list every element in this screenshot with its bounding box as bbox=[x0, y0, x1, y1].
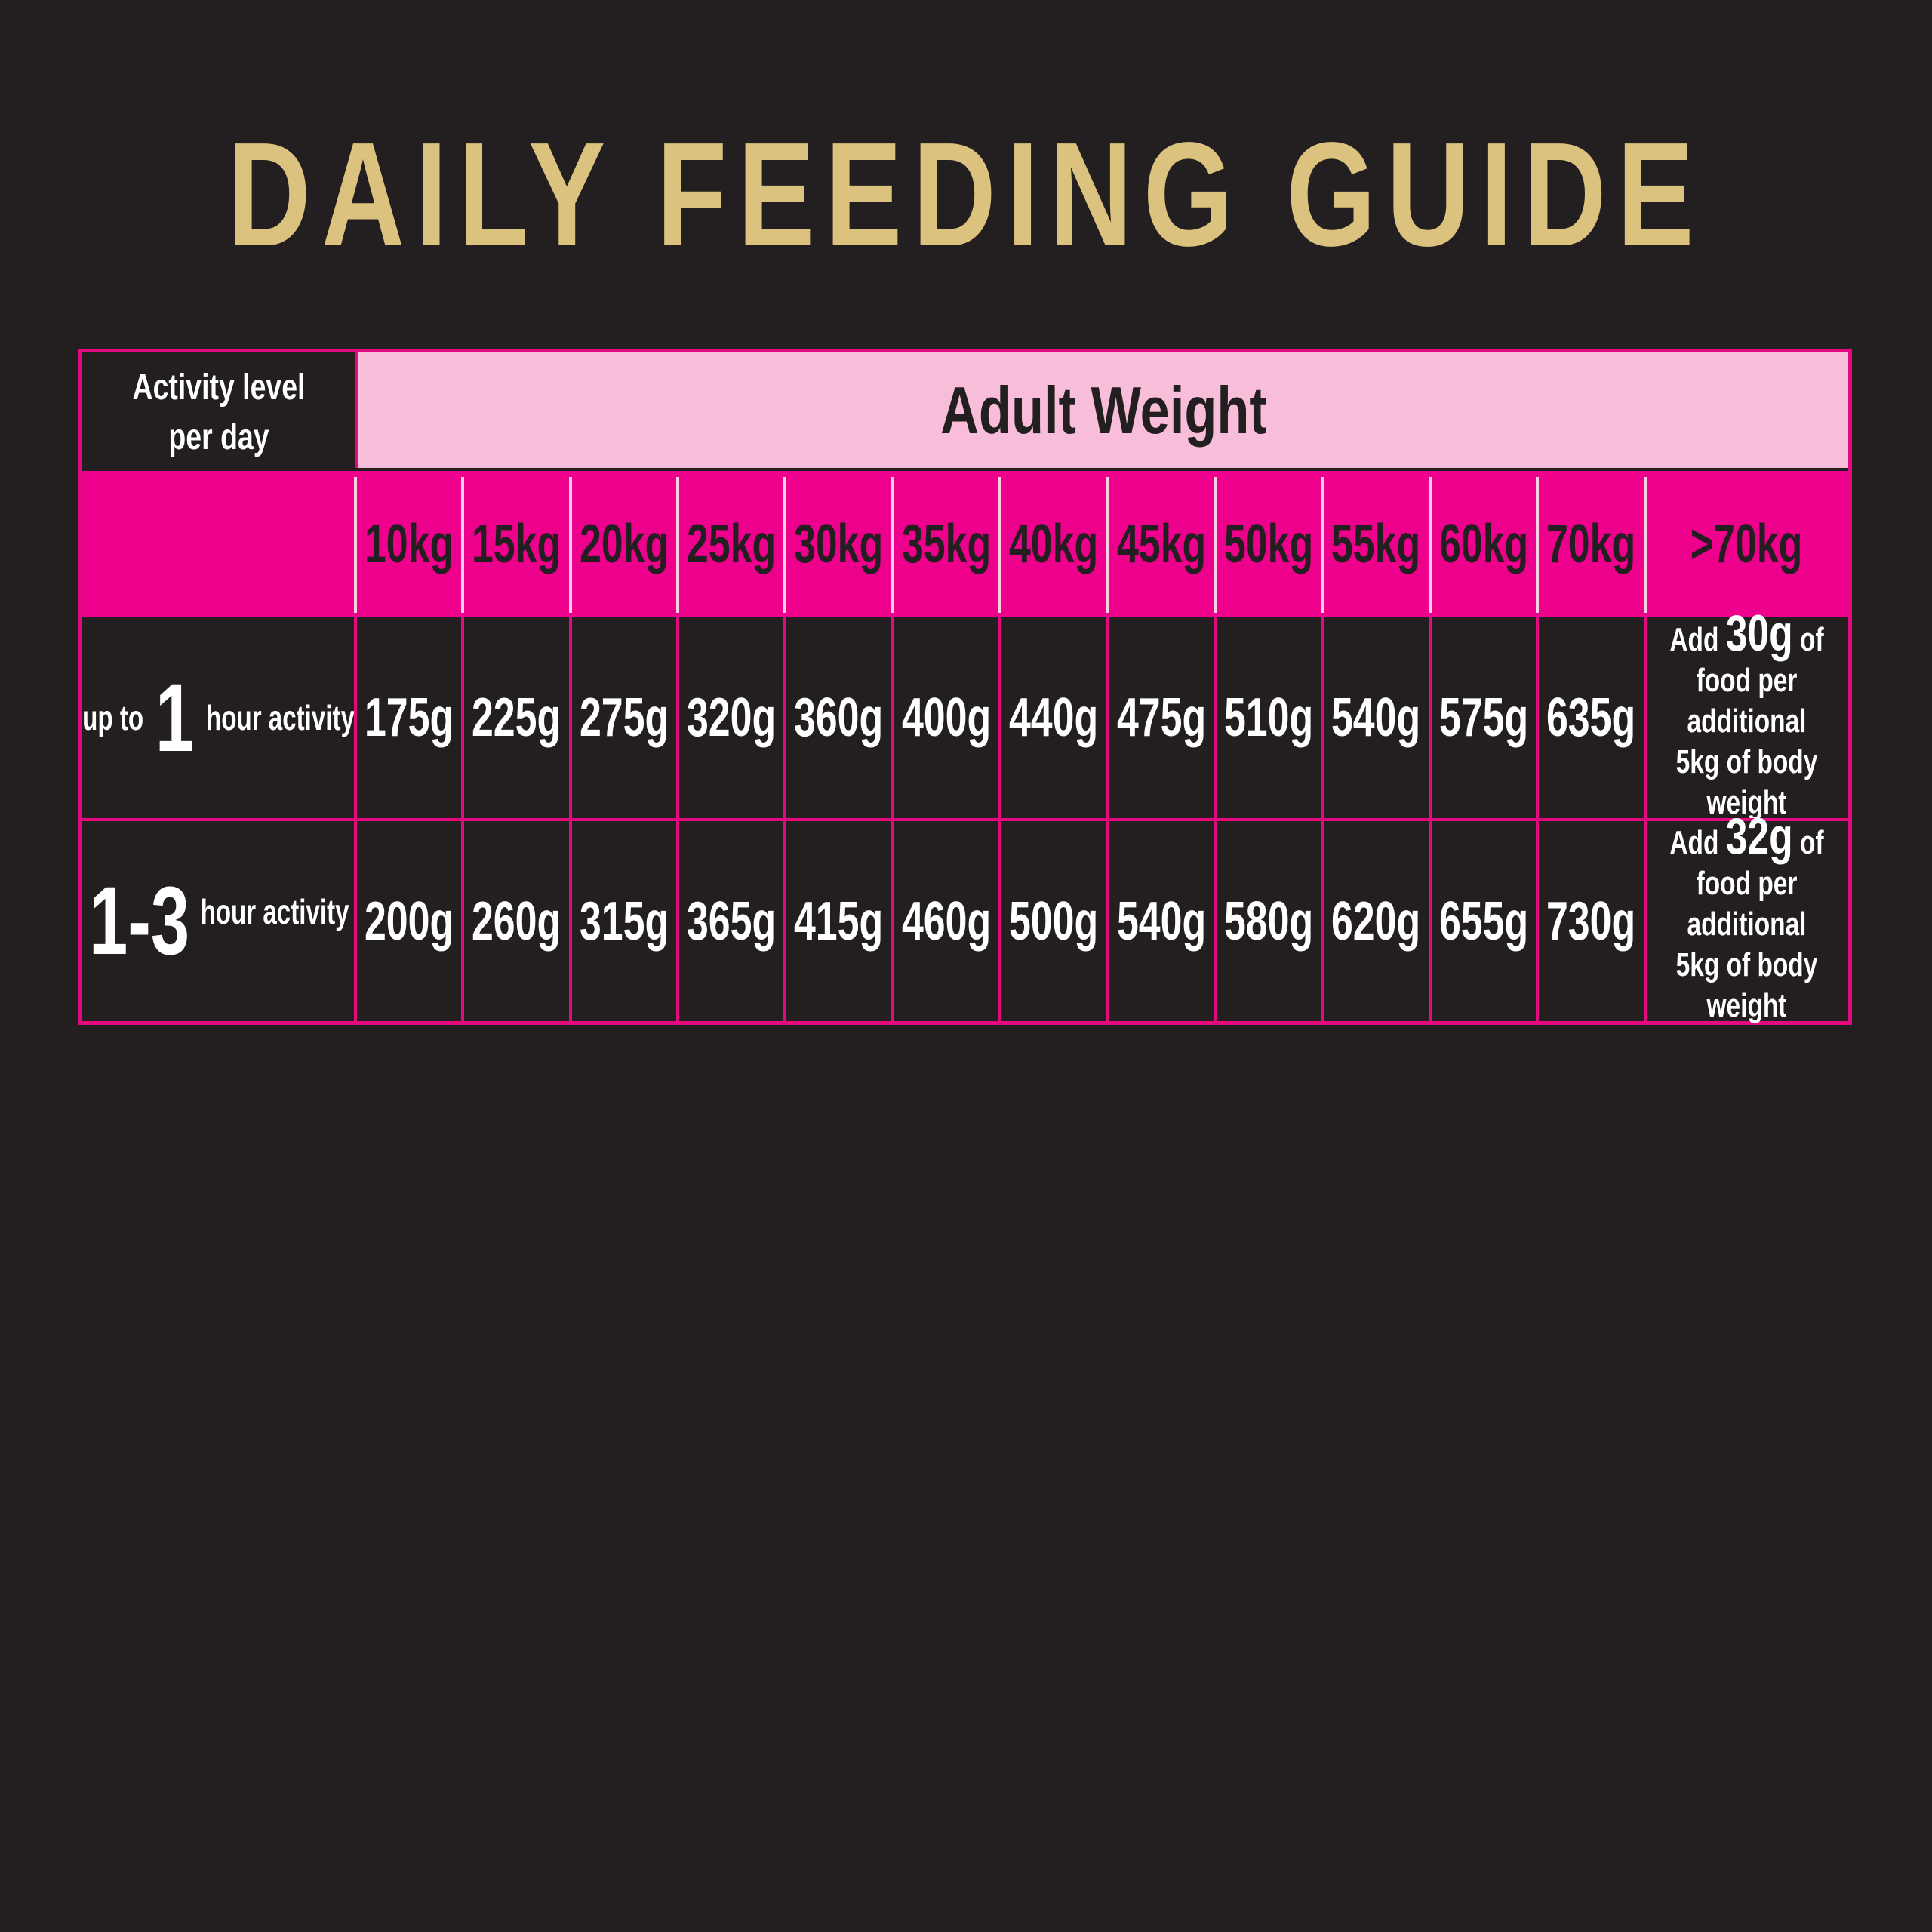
column-divider bbox=[461, 821, 464, 1021]
weight-30kg: 30kg bbox=[794, 513, 884, 574]
table-cell: 635g bbox=[1546, 688, 1636, 748]
table-cell: 225g bbox=[472, 688, 561, 748]
column-divider bbox=[1429, 821, 1432, 1021]
table-cell: 580g bbox=[1223, 891, 1314, 952]
table-cell: 360g bbox=[794, 688, 884, 748]
column-divider bbox=[891, 617, 894, 819]
column-divider bbox=[998, 617, 1001, 819]
weight-divider bbox=[461, 477, 464, 613]
column-divider bbox=[783, 821, 786, 1021]
row-divider bbox=[82, 818, 1848, 821]
weight-25kg: 25kg bbox=[686, 513, 777, 574]
column-divider bbox=[1321, 821, 1324, 1021]
table-cell: 315g bbox=[579, 891, 669, 952]
weight-over-70kg: >70kg bbox=[1690, 513, 1803, 574]
weight-55kg: 55kg bbox=[1331, 513, 1421, 574]
table-cell: 200g bbox=[364, 891, 454, 952]
table-cell: 540g bbox=[1331, 688, 1421, 748]
table-row-up-to-1-hour: up to 1 hour activity 175g 225g 275g 320… bbox=[82, 604, 1848, 821]
column-divider bbox=[1214, 821, 1217, 1021]
column-divider bbox=[1644, 821, 1647, 1021]
weight-divider bbox=[676, 477, 679, 613]
column-divider bbox=[676, 821, 679, 1021]
column-divider bbox=[1429, 617, 1432, 819]
adult-weight-header: Adult Weight bbox=[355, 352, 1848, 468]
weight-divider bbox=[1321, 477, 1324, 613]
column-divider bbox=[1106, 617, 1109, 819]
page-title: DAILY FEEDING GUIDE bbox=[227, 112, 1705, 277]
weight-divider bbox=[1536, 477, 1539, 613]
weight-divider bbox=[1429, 477, 1432, 613]
table-cell: 175g bbox=[364, 688, 454, 748]
additional-weight-note: Add 32g of food per additional 5kg of bo… bbox=[1669, 808, 1824, 1024]
activity-label: 1-3 hour activity bbox=[88, 867, 349, 975]
weight-70kg: 70kg bbox=[1546, 513, 1636, 574]
weight-divider bbox=[569, 477, 572, 613]
table-cell: 320g bbox=[686, 688, 777, 748]
weight-header-row: 10kg 15kg 20kg 25kg 30kg 35kg 40kg 45kg … bbox=[82, 471, 1848, 617]
adult-weight-label: Adult Weight bbox=[940, 372, 1267, 448]
weight-10kg: 10kg bbox=[364, 513, 454, 574]
weight-20kg: 20kg bbox=[579, 513, 669, 574]
column-divider bbox=[1644, 617, 1647, 819]
table-cell: 260g bbox=[472, 891, 561, 952]
column-divider bbox=[1106, 821, 1109, 1021]
weight-divider bbox=[1644, 477, 1647, 613]
table-cell: 620g bbox=[1331, 891, 1421, 952]
column-divider bbox=[676, 617, 679, 819]
column-divider bbox=[569, 617, 572, 819]
weight-15kg: 15kg bbox=[472, 513, 561, 574]
table-cell: 415g bbox=[794, 891, 884, 952]
table-cell: 500g bbox=[1009, 891, 1099, 952]
column-divider bbox=[354, 821, 357, 1021]
table-cell: 400g bbox=[901, 688, 992, 748]
weight-divider bbox=[1214, 477, 1217, 613]
additional-weight-note: Add 30g of food per additional 5kg of bo… bbox=[1669, 604, 1824, 821]
activity-label: up to 1 hour activity bbox=[82, 663, 355, 772]
table-cell: 475g bbox=[1116, 688, 1207, 748]
column-divider bbox=[1536, 617, 1539, 819]
column-divider bbox=[1321, 617, 1324, 819]
column-divider bbox=[1214, 617, 1217, 819]
table-cell: 440g bbox=[1009, 688, 1099, 748]
table-cell: 275g bbox=[579, 688, 669, 748]
column-divider bbox=[461, 617, 464, 819]
column-divider bbox=[891, 821, 894, 1021]
weight-50kg: 50kg bbox=[1223, 513, 1314, 574]
column-divider bbox=[1536, 821, 1539, 1021]
table-cell: 365g bbox=[686, 891, 777, 952]
weight-45kg: 45kg bbox=[1116, 513, 1207, 574]
weight-35kg: 35kg bbox=[901, 513, 992, 574]
weight-divider bbox=[783, 477, 786, 613]
table-cell: 575g bbox=[1438, 688, 1529, 748]
feeding-table: Activity level per day Adult Weight 10kg… bbox=[78, 349, 1852, 1025]
table-cell: 730g bbox=[1546, 891, 1636, 952]
weight-60kg: 60kg bbox=[1438, 513, 1529, 574]
table-cell: 510g bbox=[1223, 688, 1314, 748]
weight-40kg: 40kg bbox=[1009, 513, 1099, 574]
column-divider bbox=[998, 821, 1001, 1021]
weight-divider bbox=[998, 477, 1001, 613]
table-cell: 460g bbox=[901, 891, 992, 952]
table-row-1-3-hours: 1-3 hour activity 200g 260g 315g 365g 41… bbox=[82, 808, 1848, 1024]
activity-level-header: Activity level per day bbox=[132, 368, 306, 457]
table-cell: 655g bbox=[1438, 891, 1529, 952]
column-divider bbox=[569, 821, 572, 1021]
weight-divider bbox=[891, 477, 894, 613]
table-cell: 540g bbox=[1116, 891, 1207, 952]
weight-divider bbox=[1106, 477, 1109, 613]
column-divider bbox=[354, 617, 357, 819]
weight-divider bbox=[354, 477, 357, 613]
column-divider bbox=[783, 617, 786, 819]
